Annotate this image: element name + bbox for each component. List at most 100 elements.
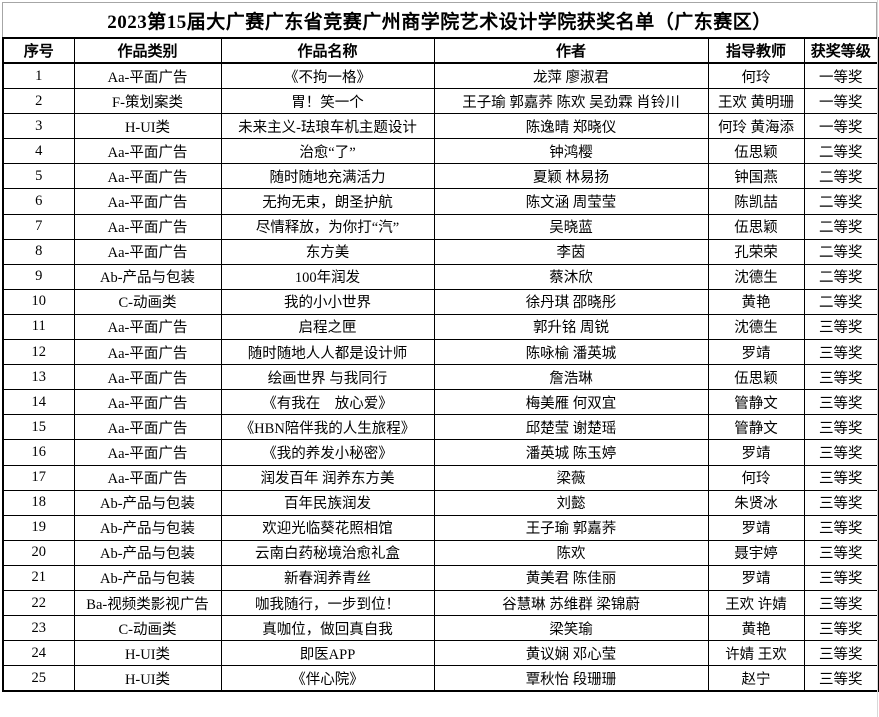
cell-teachers-row-13[interactable]: 伍思颖 xyxy=(707,364,805,391)
cell-work-row-19[interactable]: 欢迎光临葵花照相馆 xyxy=(220,514,435,541)
cell-work-row-21[interactable]: 新春润养青丝 xyxy=(220,564,435,591)
cell-category-row-8[interactable]: Aa-平面广告 xyxy=(73,238,222,265)
cell-work-row-13[interactable]: 绘画世界 与我同行 xyxy=(220,364,435,391)
cell-index-row-21[interactable]: 21 xyxy=(2,564,75,591)
cell-teachers-row-3[interactable]: 何玲 黄海添 xyxy=(707,113,805,140)
cell-award-row-16[interactable]: 三等奖 xyxy=(803,439,879,466)
cell-index-row-11[interactable]: 11 xyxy=(2,313,75,341)
cell-index-row-7[interactable]: 7 xyxy=(2,213,75,240)
cell-authors-row-22[interactable]: 谷慧琳 苏维群 梁锦蔚 xyxy=(433,589,709,617)
cell-award-row-15[interactable]: 三等奖 xyxy=(803,414,879,441)
cell-authors-row-6[interactable]: 陈文涵 周莹莹 xyxy=(433,188,709,215)
cell-award-row-17[interactable]: 三等奖 xyxy=(803,464,879,491)
page-title[interactable]: 2023第15届大广赛广东省竞赛广州商学院艺术设计学院获奖名单（广东赛区） xyxy=(2,2,877,37)
cell-work-row-10[interactable]: 我的小小世界 xyxy=(220,288,435,315)
cell-category-row-24[interactable]: H-UI类 xyxy=(73,640,222,667)
cell-work-row-17[interactable]: 润发百年 润养东方美 xyxy=(220,464,435,491)
cell-authors-row-5[interactable]: 夏颖 林易扬 xyxy=(433,163,709,190)
cell-work-row-16[interactable]: 《我的养发小秘密》 xyxy=(220,439,435,466)
cell-category-row-9[interactable]: Ab-产品与包装 xyxy=(73,263,222,290)
cell-work-row-24[interactable]: 即医APP xyxy=(220,640,435,667)
cell-teachers-row-9[interactable]: 沈德生 xyxy=(707,263,805,290)
cell-authors-row-9[interactable]: 蔡沐欣 xyxy=(433,263,709,290)
cell-award-row-23[interactable]: 三等奖 xyxy=(803,615,879,642)
cell-teachers-row-12[interactable]: 罗靖 xyxy=(707,339,805,366)
col-header-index[interactable]: 序号 xyxy=(2,37,75,64)
cell-work-row-7[interactable]: 尽情释放，为你打“汽” xyxy=(220,213,435,240)
cell-index-row-19[interactable]: 19 xyxy=(2,514,75,541)
cell-category-row-13[interactable]: Aa-平面广告 xyxy=(73,364,222,391)
cell-index-row-12[interactable]: 12 xyxy=(2,339,75,366)
cell-work-row-12[interactable]: 随时随地人人都是设计师 xyxy=(220,339,435,366)
cell-teachers-row-11[interactable]: 沈德生 xyxy=(707,313,805,341)
cell-authors-row-15[interactable]: 邱楚莹 谢楚瑶 xyxy=(433,414,709,441)
cell-teachers-row-5[interactable]: 钟国燕 xyxy=(707,163,805,190)
cell-authors-row-8[interactable]: 李茵 xyxy=(433,238,709,265)
cell-index-row-24[interactable]: 24 xyxy=(2,640,75,667)
cell-category-row-3[interactable]: H-UI类 xyxy=(73,113,222,140)
cell-category-row-16[interactable]: Aa-平面广告 xyxy=(73,439,222,466)
cell-authors-row-19[interactable]: 王子瑜 郭嘉荞 xyxy=(433,514,709,541)
col-header-category[interactable]: 作品类别 xyxy=(73,37,222,64)
cell-category-row-15[interactable]: Aa-平面广告 xyxy=(73,414,222,441)
cell-category-row-21[interactable]: Ab-产品与包装 xyxy=(73,564,222,591)
cell-work-row-20[interactable]: 云南白药秘境治愈礼盒 xyxy=(220,539,435,566)
cell-authors-row-13[interactable]: 詹浩琳 xyxy=(433,364,709,391)
cell-authors-row-10[interactable]: 徐丹琪 邵晓彤 xyxy=(433,288,709,315)
cell-index-row-25[interactable]: 25 xyxy=(2,665,75,692)
cell-work-row-23[interactable]: 真咖位，做回真自我 xyxy=(220,615,435,642)
cell-category-row-1[interactable]: Aa-平面广告 xyxy=(73,62,222,90)
cell-authors-row-21[interactable]: 黄美君 陈佳丽 xyxy=(433,564,709,591)
cell-work-row-2[interactable]: 胃！笑一个 xyxy=(220,88,435,115)
cell-work-row-4[interactable]: 治愈“了” xyxy=(220,138,435,165)
cell-award-row-1[interactable]: 一等奖 xyxy=(803,62,879,90)
cell-work-row-11[interactable]: 启程之匣 xyxy=(220,313,435,341)
cell-authors-row-3[interactable]: 陈逸晴 郑晓仪 xyxy=(433,113,709,140)
cell-index-row-22[interactable]: 22 xyxy=(2,589,75,617)
cell-category-row-4[interactable]: Aa-平面广告 xyxy=(73,138,222,165)
cell-teachers-row-6[interactable]: 陈凯喆 xyxy=(707,188,805,215)
cell-award-row-9[interactable]: 二等奖 xyxy=(803,263,879,290)
cell-authors-row-4[interactable]: 钟鸿樱 xyxy=(433,138,709,165)
cell-index-row-23[interactable]: 23 xyxy=(2,615,75,642)
cell-authors-row-2[interactable]: 王子瑜 郭嘉荞 陈欢 吴劲霖 肖铃川 xyxy=(433,88,709,115)
cell-category-row-18[interactable]: Ab-产品与包装 xyxy=(73,489,222,516)
cell-work-row-18[interactable]: 百年民族润发 xyxy=(220,489,435,516)
cell-work-row-1[interactable]: 《不拘一格》 xyxy=(220,62,435,90)
cell-authors-row-18[interactable]: 刘懿 xyxy=(433,489,709,516)
cell-index-row-18[interactable]: 18 xyxy=(2,489,75,516)
cell-category-row-12[interactable]: Aa-平面广告 xyxy=(73,339,222,366)
cell-category-row-17[interactable]: Aa-平面广告 xyxy=(73,464,222,491)
cell-category-row-19[interactable]: Ab-产品与包装 xyxy=(73,514,222,541)
col-header-authors[interactable]: 作者 xyxy=(433,37,709,64)
cell-authors-row-25[interactable]: 覃秋怡 段珊珊 xyxy=(433,665,709,692)
cell-category-row-14[interactable]: Aa-平面广告 xyxy=(73,389,222,416)
cell-authors-row-20[interactable]: 陈欢 xyxy=(433,539,709,566)
cell-work-row-15[interactable]: 《HBN陪伴我的人生旅程》 xyxy=(220,414,435,441)
cell-award-row-21[interactable]: 三等奖 xyxy=(803,564,879,591)
cell-teachers-row-25[interactable]: 赵宁 xyxy=(707,665,805,692)
cell-work-row-3[interactable]: 未来主义-珐琅车机主题设计 xyxy=(220,113,435,140)
cell-category-row-5[interactable]: Aa-平面广告 xyxy=(73,163,222,190)
cell-teachers-row-22[interactable]: 王欢 许婧 xyxy=(707,589,805,617)
cell-teachers-row-15[interactable]: 管静文 xyxy=(707,414,805,441)
cell-teachers-row-18[interactable]: 朱贤冰 xyxy=(707,489,805,516)
cell-teachers-row-2[interactable]: 王欢 黄明珊 xyxy=(707,88,805,115)
cell-work-row-25[interactable]: 《伴心院》 xyxy=(220,665,435,692)
cell-award-row-24[interactable]: 三等奖 xyxy=(803,640,879,667)
cell-award-row-14[interactable]: 三等奖 xyxy=(803,389,879,416)
cell-index-row-14[interactable]: 14 xyxy=(2,389,75,416)
cell-index-row-1[interactable]: 1 xyxy=(2,62,75,90)
cell-index-row-6[interactable]: 6 xyxy=(2,188,75,215)
cell-teachers-row-17[interactable]: 何玲 xyxy=(707,464,805,491)
cell-teachers-row-20[interactable]: 聂宇婷 xyxy=(707,539,805,566)
cell-teachers-row-23[interactable]: 黄艳 xyxy=(707,615,805,642)
cell-category-row-22[interactable]: Ba-视频类影视广告 xyxy=(73,589,222,617)
cell-authors-row-11[interactable]: 郭升铭 周锐 xyxy=(433,313,709,341)
cell-teachers-row-16[interactable]: 罗靖 xyxy=(707,439,805,466)
cell-authors-row-1[interactable]: 龙萍 廖淑君 xyxy=(433,62,709,90)
cell-index-row-8[interactable]: 8 xyxy=(2,238,75,265)
selected-cell[interactable]: 5 xyxy=(2,163,75,190)
cell-authors-row-17[interactable]: 梁薇 xyxy=(433,464,709,491)
cell-authors-row-23[interactable]: 梁笑瑜 xyxy=(433,615,709,642)
